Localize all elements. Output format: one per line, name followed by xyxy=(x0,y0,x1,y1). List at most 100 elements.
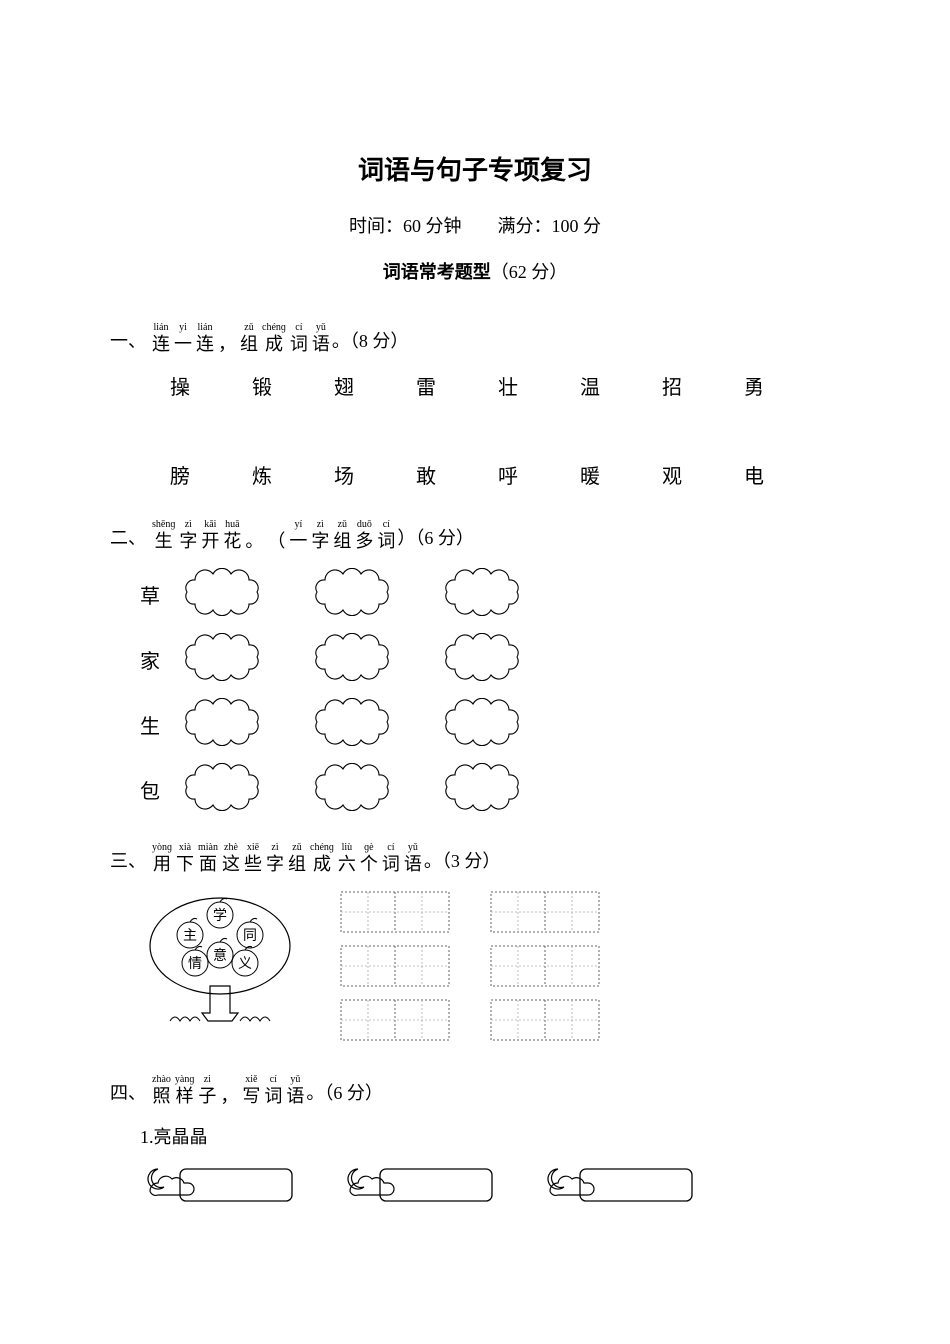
pinyin: xià xyxy=(179,843,191,853)
ruby-char: xià 下 xyxy=(176,843,194,873)
tianzi-box[interactable] xyxy=(490,945,600,987)
time-value: 60 分钟 xyxy=(403,216,462,236)
tianzi-box[interactable] xyxy=(340,945,450,987)
ruby-char: yí一 xyxy=(289,520,307,550)
flower-row: 包 xyxy=(110,763,840,816)
hanzi: 语 xyxy=(404,855,422,873)
hanzi: 字 xyxy=(311,532,329,550)
match-char: 暖 xyxy=(580,460,600,489)
pinyin: kāi xyxy=(204,520,216,530)
cloud-blank[interactable] xyxy=(305,763,405,816)
answer-box[interactable] xyxy=(540,1161,700,1216)
ruby-char: duō多 xyxy=(355,520,373,550)
pinyin: zǔ xyxy=(338,520,347,530)
q2-tail: ）（6 分） xyxy=(397,524,474,550)
match-char: 炼 xyxy=(252,460,272,489)
q4-num: 四、 xyxy=(110,1079,146,1105)
pinyin: zi xyxy=(204,1075,211,1085)
ruby-hanzi: ， xyxy=(218,335,236,353)
ruby-char: zì字 xyxy=(179,520,197,550)
cloud-blank[interactable] xyxy=(175,698,275,751)
meta-line: 时间：60 分钟 满分：100 分 xyxy=(110,212,840,238)
ruby-hanzi: 。 xyxy=(245,532,263,550)
cloud-blank[interactable] xyxy=(175,763,275,816)
match-char: 膀 xyxy=(170,460,190,489)
hanzi: 组 xyxy=(333,532,351,550)
match-char: 雷 xyxy=(416,371,436,400)
tianzi-box[interactable] xyxy=(340,891,450,933)
pinyin: shēnɡ xyxy=(152,520,175,530)
match-char: 壮 xyxy=(498,371,518,400)
hanzi: 面 xyxy=(199,855,217,873)
svg-text:同: 同 xyxy=(243,929,257,944)
ruby-char: yònɡ用 xyxy=(152,843,172,873)
hanzi: 个 xyxy=(360,855,378,873)
ruby-char: liù六 xyxy=(338,843,356,873)
pinyin: chénɡ xyxy=(262,323,286,333)
hanzi: 组 xyxy=(288,855,306,873)
q4-sub1: 1.亮晶晶 xyxy=(110,1123,840,1149)
ruby-char: xiē些 xyxy=(244,843,262,873)
flower-row: 家 xyxy=(110,633,840,686)
cloud-blank[interactable] xyxy=(305,698,405,751)
tianzi-box[interactable] xyxy=(490,999,600,1041)
tree-diagram: 学主同情意义 xyxy=(140,891,300,1031)
cloud-blank[interactable] xyxy=(305,633,405,686)
meta-gap xyxy=(462,216,498,236)
hanzi: 下 xyxy=(176,855,194,873)
hanzi: 多 xyxy=(355,532,373,550)
hanzi: 一 xyxy=(289,532,307,550)
q1-num: 一、 xyxy=(110,327,146,353)
answer-box[interactable] xyxy=(140,1161,300,1216)
svg-text:学: 学 xyxy=(213,908,227,924)
answer-box[interactable] xyxy=(340,1161,500,1216)
cloud-blank[interactable] xyxy=(435,568,535,621)
q4-tail: 。（6 分） xyxy=(306,1079,383,1105)
ruby-char: zǔ 组 xyxy=(333,520,351,550)
q4-header: 四、 zhào照yànɡ样zi子 ，xiě写cí词yǔ语 。（6 分） xyxy=(110,1066,840,1105)
pinyin: chénɡ xyxy=(310,843,334,853)
ruby-char: huā花 xyxy=(223,520,241,550)
cloud-blank[interactable] xyxy=(305,568,405,621)
cloud-blank[interactable] xyxy=(435,633,535,686)
q1-row2: 膀炼场敢呼暖观电 xyxy=(110,460,840,489)
match-char: 观 xyxy=(662,460,682,489)
q1-tail: 。（8 分） xyxy=(332,327,409,353)
hanzi: 词 xyxy=(377,532,395,550)
cloud-blank[interactable] xyxy=(175,568,275,621)
pinyin: zǔ xyxy=(292,843,301,853)
ruby-char: zì字 xyxy=(266,843,284,873)
hanzi: 连 xyxy=(152,335,170,353)
ruby-char: yi一 xyxy=(174,323,192,353)
hanzi: 成 xyxy=(313,855,331,873)
pinyin: xiě xyxy=(245,1075,257,1085)
ruby-char: shēnɡ生 xyxy=(152,520,175,550)
pinyin: zǔ xyxy=(244,323,253,333)
cloud-blank[interactable] xyxy=(175,633,275,686)
ruby-char: yànɡ样 xyxy=(175,1075,194,1105)
ruby-char: yǔ语 xyxy=(404,843,422,873)
pinyin: huā xyxy=(225,520,239,530)
hanzi: 六 xyxy=(338,855,356,873)
pinyin: zì xyxy=(271,843,278,853)
hanzi: 样 xyxy=(176,1087,194,1105)
cloud-blank[interactable] xyxy=(435,698,535,751)
score-value: 100 分 xyxy=(552,216,602,236)
svg-text:主: 主 xyxy=(183,928,197,944)
subtitle-bold: 词语常考题型 xyxy=(383,262,491,282)
tianzi-box[interactable] xyxy=(490,891,600,933)
ruby-char: yǔ语 xyxy=(312,323,330,353)
ruby-char: zǔ组 xyxy=(240,323,258,353)
score-label: 满分： xyxy=(498,216,552,236)
cloud-blank[interactable] xyxy=(435,763,535,816)
svg-text:情: 情 xyxy=(188,956,202,972)
tianzi-box[interactable] xyxy=(340,999,450,1041)
ruby-char: lián连 xyxy=(196,323,214,353)
hanzi: 子 xyxy=(198,1087,216,1105)
question-3: 三、 yònɡ用xià下miàn面zhè这xiē些zì字zǔ组chénɡ成liù… xyxy=(110,834,840,1041)
ruby-char: zǔ 组 xyxy=(288,843,306,873)
ruby-hanzi: ， xyxy=(220,1087,238,1105)
match-char: 操 xyxy=(170,371,190,400)
hanzi: 用 xyxy=(153,855,171,873)
ruby-char: zì字 xyxy=(311,520,329,550)
